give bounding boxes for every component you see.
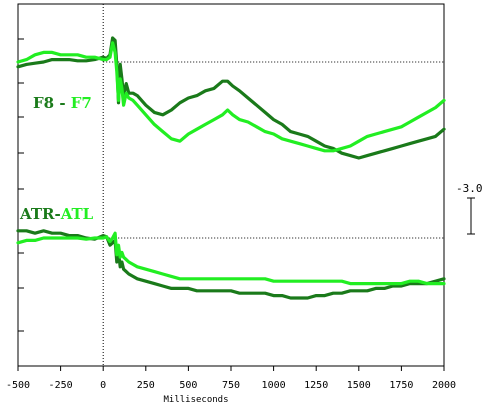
label-f7: F7	[71, 94, 92, 112]
scale-bar: -3.0	[456, 182, 483, 235]
x-tick-label: 1750	[389, 380, 413, 391]
series-atl	[16, 231, 446, 286]
x-axis-title: Milliseconds	[163, 395, 228, 405]
x-tick-label: 2000	[432, 380, 456, 391]
reference-lines	[18, 4, 444, 366]
panel-label-atr-atl: ATR-ATL	[19, 205, 94, 223]
label-atr-atl-separator: -	[54, 205, 60, 223]
x-tick-label: 750	[222, 380, 240, 391]
x-tick-label: -500	[6, 380, 30, 391]
label-atr: ATR	[19, 205, 55, 223]
x-tick-label: 1500	[347, 380, 371, 391]
series-f8	[16, 36, 446, 160]
panel-label-f8-f7: F8 - F7	[33, 94, 92, 112]
label-atl: ATL	[60, 205, 94, 223]
x-axis: -500 -250 0 250 500 750 1000 1250 1500 1750 2000	[6, 365, 456, 391]
series-f7	[16, 41, 446, 153]
series-atr	[16, 229, 446, 300]
x-tick-label: 0	[100, 380, 106, 391]
label-f8: F8	[33, 94, 54, 112]
x-tick-label: 1250	[304, 380, 328, 391]
x-tick-label: 250	[137, 380, 155, 391]
x-tick-label: 500	[179, 380, 197, 391]
x-tick-label: 1000	[262, 380, 286, 391]
scale-bar-label: -3.0	[456, 182, 483, 195]
plot-frame	[17, 3, 445, 367]
x-tick-label: -250	[49, 380, 73, 391]
label-f8-f7-separator: -	[54, 94, 71, 112]
series-layer	[16, 36, 446, 300]
